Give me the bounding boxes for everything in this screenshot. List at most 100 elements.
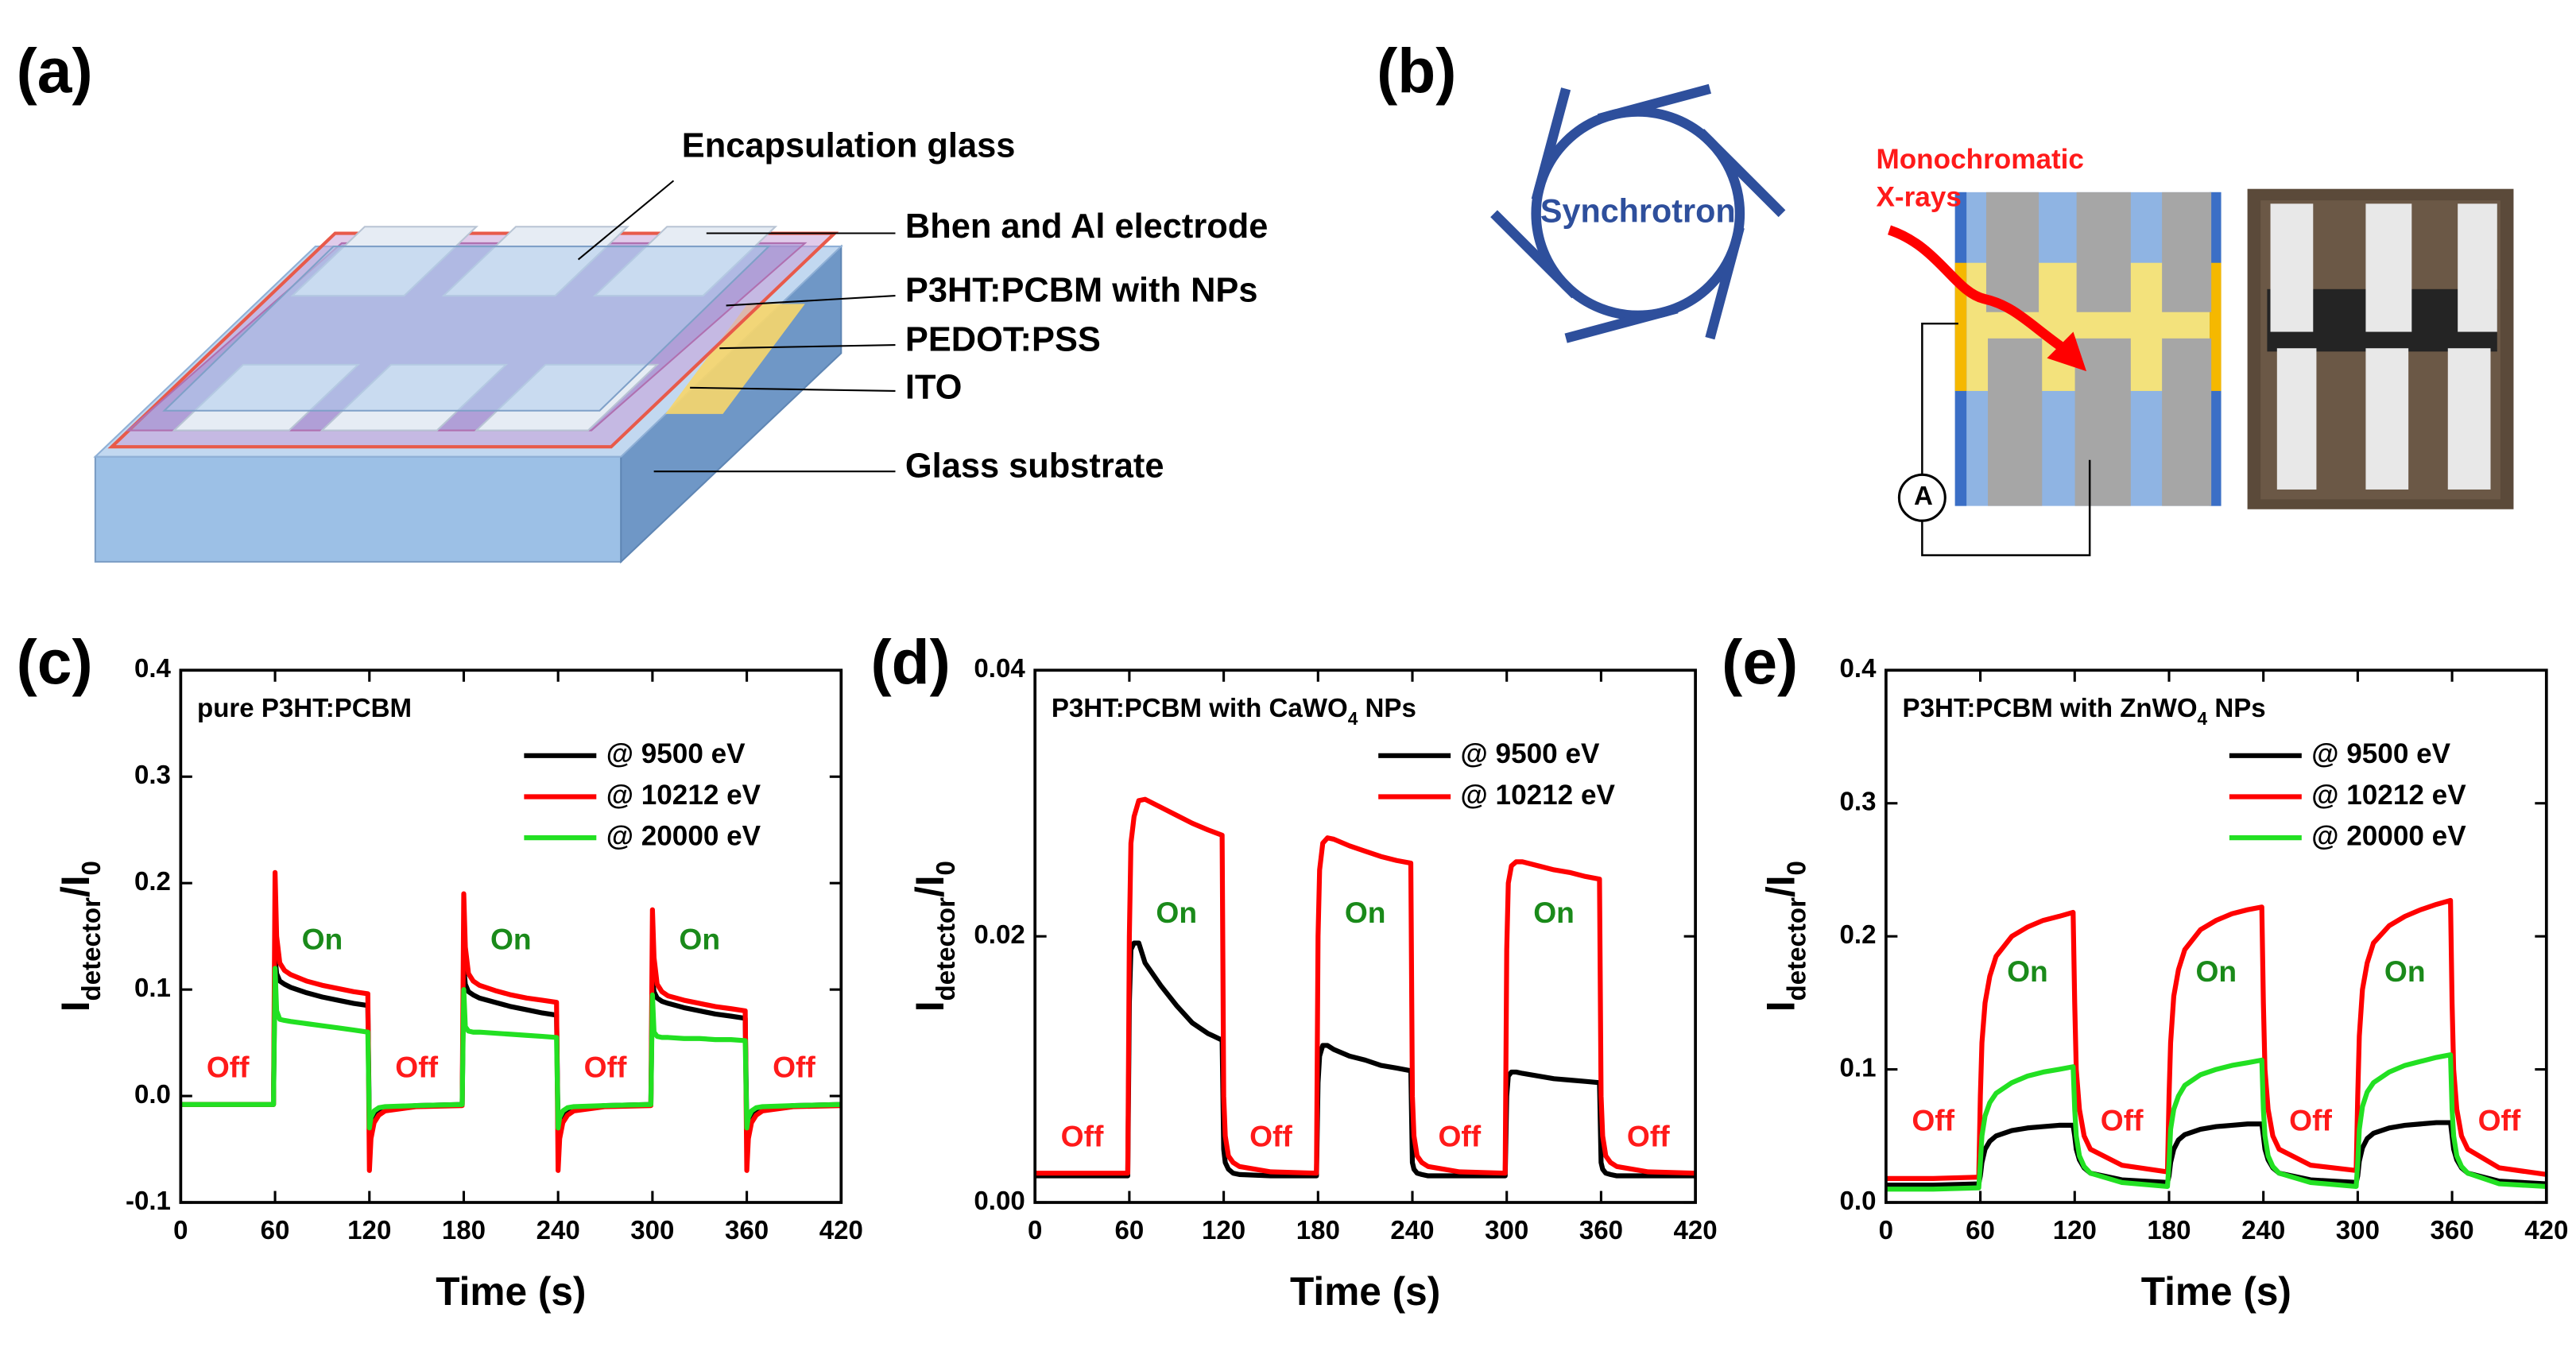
electrode bbox=[2162, 338, 2212, 506]
xray-arrow bbox=[1887, 225, 2067, 353]
synchrotron-ring bbox=[1490, 83, 1786, 343]
x-tick-label: 240 bbox=[537, 1216, 580, 1245]
y-tick-label: 0.4 bbox=[134, 654, 172, 683]
annotation: Off bbox=[1061, 1119, 1104, 1152]
legend-label: @ 10212 eV bbox=[2311, 780, 2466, 811]
leader-line bbox=[719, 344, 896, 350]
plot-frame bbox=[1885, 668, 2548, 1204]
chart-title: P3HT:PCBM with CaWO4 NPs bbox=[1052, 694, 1416, 729]
subscript: detector bbox=[932, 897, 961, 1001]
annotation: On bbox=[679, 923, 720, 956]
annotation: On bbox=[302, 923, 343, 956]
ring-label: Synchrotron bbox=[1540, 193, 1736, 230]
subscript: detector bbox=[77, 897, 107, 1001]
y-tick-label: 0.2 bbox=[134, 867, 171, 896]
x-tick-label: 300 bbox=[630, 1216, 674, 1245]
annotation: On bbox=[1533, 896, 1575, 929]
annotation: Off bbox=[2478, 1103, 2521, 1136]
legend-label: @ 9500 eV bbox=[1461, 738, 1600, 769]
x-tick-label: 420 bbox=[2524, 1216, 2568, 1245]
text-part: /I bbox=[53, 875, 98, 897]
data-line bbox=[180, 869, 842, 1173]
text-part: I bbox=[1759, 1001, 1803, 1012]
subscript: 0 bbox=[77, 861, 107, 875]
electrode bbox=[1985, 192, 2039, 312]
wire bbox=[1921, 322, 1958, 475]
x-tick-label: 120 bbox=[2053, 1216, 2097, 1245]
subscript: 4 bbox=[2198, 708, 2208, 729]
x-tick-label: 0 bbox=[1879, 1216, 1893, 1245]
legend-label: @ 10212 eV bbox=[1461, 780, 1616, 811]
legend-label: @ 9500 eV bbox=[606, 738, 746, 769]
panel-label: (c) bbox=[17, 627, 93, 697]
callout: P3HT:PCBM with NPs bbox=[905, 271, 1258, 309]
annotation: Off bbox=[207, 1050, 250, 1083]
device-diagram bbox=[93, 180, 896, 564]
electrode bbox=[1988, 338, 2043, 506]
leader-line bbox=[690, 386, 896, 392]
annotation: On bbox=[1156, 896, 1197, 929]
x-tick-label: 420 bbox=[1674, 1216, 1718, 1245]
x-tick-label: 180 bbox=[1296, 1216, 1340, 1245]
annotation: On bbox=[2196, 954, 2237, 988]
legend-label: @ 10212 eV bbox=[606, 780, 761, 811]
annotation: Off bbox=[773, 1050, 815, 1083]
y-axis-label: Idetector/I0 bbox=[908, 861, 961, 1012]
panel-label: (a) bbox=[17, 36, 93, 106]
annotation: Off bbox=[1438, 1119, 1481, 1152]
x-tick-label: 360 bbox=[2431, 1216, 2474, 1245]
subscript: detector bbox=[1783, 897, 1812, 1001]
edge-strip bbox=[2210, 262, 2222, 391]
electrode bbox=[2162, 192, 2212, 312]
y-tick-label: 0.0 bbox=[1840, 1187, 1877, 1216]
y-tick-label: 0.04 bbox=[974, 654, 1025, 683]
legend-label: @ 20000 eV bbox=[606, 820, 761, 851]
wire bbox=[1921, 459, 2091, 556]
x-tick-label: 360 bbox=[725, 1216, 769, 1245]
data-line bbox=[1885, 897, 2547, 1181]
y-tick-label: 0.2 bbox=[1840, 920, 1877, 950]
tangent-beam bbox=[1598, 83, 1711, 124]
photo-electrode bbox=[2447, 348, 2491, 490]
text-part: /I bbox=[1759, 875, 1803, 897]
annotation: Off bbox=[584, 1050, 627, 1083]
text-part: I bbox=[908, 1001, 952, 1012]
x-tick-label: 180 bbox=[442, 1216, 486, 1245]
data-line bbox=[1885, 1120, 2547, 1188]
chart-title: pure P3HT:PCBM bbox=[197, 694, 412, 723]
legend-label: @ 9500 eV bbox=[2311, 738, 2450, 769]
x-tick-label: 240 bbox=[2241, 1216, 2285, 1245]
photo-electrode bbox=[2365, 203, 2412, 332]
annotation: On bbox=[2007, 954, 2048, 988]
leader-line bbox=[726, 295, 896, 307]
text-part: NPs bbox=[1358, 694, 1416, 723]
y-tick-label: 0.3 bbox=[1840, 787, 1877, 816]
y-tick-label: 0.02 bbox=[974, 920, 1025, 950]
panel-label: (b) bbox=[1377, 36, 1456, 106]
tangent-beam bbox=[1531, 87, 1571, 202]
annotation: On bbox=[1345, 896, 1386, 929]
callout: Encapsulation glass bbox=[682, 126, 1016, 165]
x-tick-label: 240 bbox=[1390, 1216, 1434, 1245]
panel-label: (e) bbox=[1722, 627, 1798, 697]
plot-frame bbox=[179, 668, 843, 1204]
annotation: On bbox=[490, 923, 532, 956]
x-tick-label: 300 bbox=[1485, 1216, 1528, 1245]
x-tick-label: 60 bbox=[1966, 1216, 1995, 1245]
encapsulation-glass bbox=[162, 246, 771, 412]
y-axis-label: Idetector/I0 bbox=[1759, 861, 1812, 1012]
data-line bbox=[180, 966, 842, 1131]
annotation: Off bbox=[395, 1050, 438, 1083]
photo-electrode bbox=[2458, 203, 2497, 332]
substrate-front bbox=[94, 455, 622, 563]
ammeter bbox=[1897, 473, 1947, 522]
legend-label: @ 20000 eV bbox=[2311, 820, 2466, 851]
y-tick-label: 0.0 bbox=[134, 1080, 171, 1109]
y-tick-label: 0.4 bbox=[1840, 654, 1877, 683]
y-tick-label: 0.1 bbox=[134, 974, 171, 1003]
ammeter-label: A bbox=[1914, 482, 1933, 511]
x-tick-label: 420 bbox=[819, 1216, 863, 1245]
text-part: P3HT:PCBM with CaWO bbox=[1052, 694, 1348, 723]
data-line bbox=[1885, 1052, 2547, 1192]
